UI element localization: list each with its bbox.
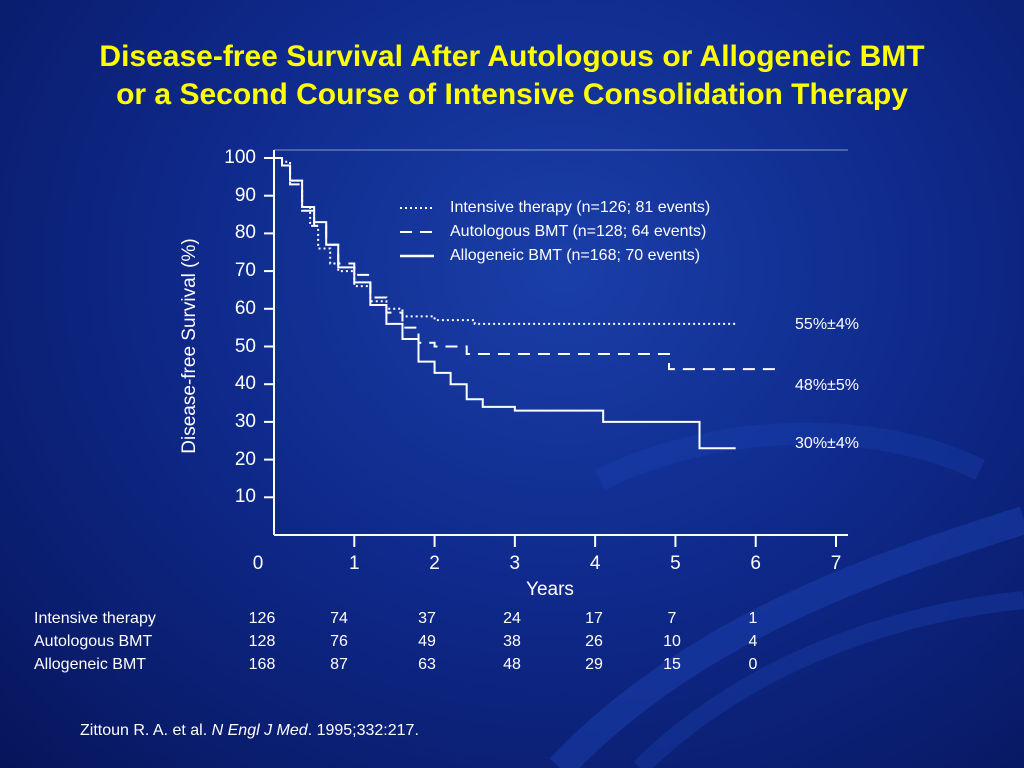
legend-label-intensive: Intensive therapy (n=126; 81 events) [450, 199, 711, 216]
series-line-dashed [274, 157, 780, 371]
risk-cell: 128 [248, 632, 276, 650]
legend-item-intensive: Intensive therapy (n=126; 81 events) [400, 196, 710, 220]
risk-cell: 87 [330, 655, 348, 673]
y-tick-label: 60 [234, 297, 256, 319]
risk-row: Autologous BMT 128 76 49 38 26 10 4 [34, 630, 796, 653]
number-at-risk-table: Intensive therapy 126 74 37 24 17 7 1 Autologous… [34, 607, 796, 676]
chart-title-line-2: or a Second Course of Intensive Consolid… [116, 78, 908, 111]
y-tick-label: 20 [234, 448, 256, 470]
x-tick-label: 3 [509, 553, 521, 574]
x-tick-label: 0 [252, 553, 264, 574]
risk-cell: 63 [418, 655, 436, 673]
y-tick-label: 80 [234, 222, 256, 244]
series-line-solid [274, 157, 736, 450]
x-tick-label: 2 [429, 553, 440, 574]
risk-cell: 26 [585, 632, 603, 650]
risk-cell: 4 [748, 632, 758, 650]
risk-cell: 24 [503, 609, 521, 627]
dashed-line-swatch [400, 231, 434, 233]
risk-cell: 7 [667, 609, 677, 627]
risk-cell: 74 [330, 609, 348, 627]
series-line-dotted [274, 157, 736, 325]
y-tick-label: 30 [234, 410, 256, 432]
risk-row-label: Intensive therapy [34, 609, 156, 627]
chart-title: Disease-free Survival After Autologous o… [0, 38, 1024, 114]
x-axis-title: Years [526, 579, 574, 600]
citation: Zittoun R. A. et al. N Engl J Med. 1995;… [80, 722, 419, 740]
citation-authors: Zittoun R. A. et al. [80, 722, 212, 739]
legend-item-allogeneic: Allogeneic BMT (n=168; 70 events) [400, 244, 710, 268]
risk-cell: 38 [503, 632, 521, 650]
x-tick-label: 4 [589, 553, 601, 574]
legend-label-autologous: Autologous BMT (n=128; 64 events) [450, 223, 707, 240]
risk-cell: 49 [418, 632, 436, 650]
risk-cell: 15 [663, 655, 681, 673]
y-tick-label: 100 [224, 147, 256, 168]
x-tick-label: 1 [348, 553, 360, 574]
risk-cell: 0 [748, 655, 758, 673]
x-tick-label: 6 [750, 553, 761, 574]
risk-cell: 17 [585, 609, 603, 627]
risk-cell: 1 [748, 609, 758, 627]
risk-cell: 10 [663, 632, 681, 650]
x-tick-label: 7 [830, 553, 842, 574]
end-label-intensive: 55%±4% [795, 316, 859, 333]
solid-line-swatch [400, 254, 434, 258]
end-label-autologous: 48%±5% [795, 377, 859, 394]
legend: Intensive therapy (n=126; 81 events) Aut… [400, 196, 710, 268]
y-tick-label: 40 [234, 373, 256, 395]
citation-journal: N Engl J Med [211, 722, 308, 739]
legend-label-allogeneic: Allogeneic BMT (n=168; 70 events) [450, 247, 701, 264]
risk-row: Allogeneic BMT 168 87 63 48 29 15 0 [34, 653, 796, 676]
y-tick-label: 70 [234, 260, 256, 282]
end-label-allogeneic: 30%±4% [795, 435, 859, 452]
risk-cell: 48 [503, 655, 521, 673]
risk-row: Intensive therapy 126 74 37 24 17 7 1 [34, 607, 796, 630]
risk-cell: 168 [248, 655, 276, 673]
y-tick-label: 50 [234, 335, 256, 357]
chart-title-line-1: Disease-free Survival After Autologous o… [99, 40, 925, 73]
risk-cell: 37 [418, 609, 436, 627]
y-tick-label: 10 [234, 486, 256, 508]
y-tick-label: 90 [234, 184, 256, 206]
legend-item-autologous: Autologous BMT (n=128; 64 events) [400, 220, 710, 244]
dotted-line-swatch [400, 207, 434, 209]
risk-row-label: Autologous BMT [34, 632, 153, 650]
x-tick-label: 5 [670, 553, 681, 574]
risk-cell: 29 [585, 655, 603, 673]
citation-details: . 1995;332:217. [307, 722, 419, 739]
risk-row-label: Allogeneic BMT [34, 655, 147, 673]
risk-cell: 126 [248, 609, 276, 627]
risk-cell: 76 [330, 632, 348, 650]
